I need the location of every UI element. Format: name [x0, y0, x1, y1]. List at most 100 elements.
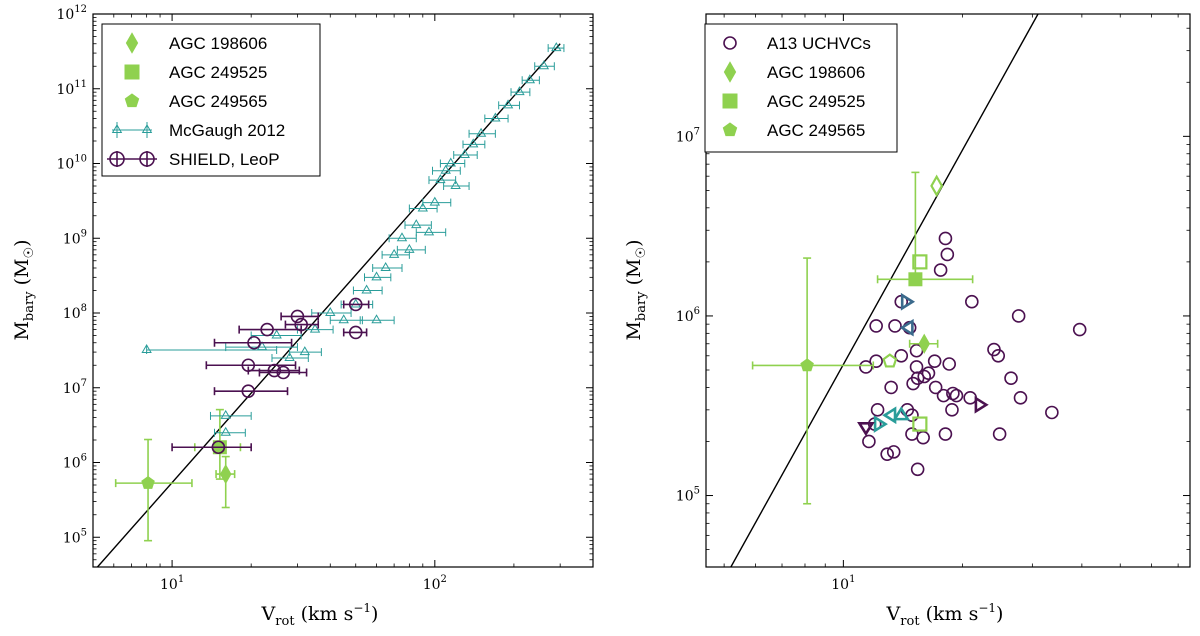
point-mcgaugh-2012-30	[502, 99, 514, 109]
right-x-axis-label: Vrot (km s−1)	[886, 601, 1004, 629]
point-a13-uchvcs-44	[1072, 322, 1087, 337]
y-tick-label: 107	[676, 126, 700, 145]
point-a13-uchvcs-6	[880, 447, 894, 461]
point-open-markers-green-3	[912, 416, 928, 432]
right-y-axis-label: Mbary (M☉)	[623, 239, 649, 340]
point-mcgaugh-2012-21	[429, 196, 441, 206]
series-mcgaugh-2012	[141, 42, 565, 437]
point-shield-leop-7	[290, 309, 305, 324]
right-legend-box	[704, 23, 898, 153]
legend-label: AGC 198606	[767, 63, 865, 82]
point-a13-uchvcs-28	[940, 247, 955, 262]
point-a13-uchvcs-29	[942, 357, 957, 371]
point-a13-uchvcs-3	[870, 403, 885, 417]
point-a13-uchvcs-26	[933, 263, 948, 277]
point-a13-uchvcs-34	[936, 388, 951, 403]
point-a13-uchvcs-7	[886, 445, 901, 459]
legend-label: AGC 249525	[767, 92, 865, 111]
y-tick-label: 109	[63, 228, 87, 247]
series-agc-249565	[114, 438, 193, 542]
legend-entry-shield-leop: SHIELD, LeoP	[107, 150, 280, 169]
point-mcgaugh-2012-28	[475, 127, 487, 137]
point-mcgaugh-2012-4	[271, 329, 282, 339]
legend-entry-a13-uchvcs: A13 UCHVCs	[723, 34, 871, 53]
series-shield-leop	[171, 297, 370, 455]
legend-entry-agc-249565: AGC 249565	[124, 92, 267, 111]
point-agc-198606-0	[918, 333, 931, 354]
point-mcgaugh-2012-11	[361, 284, 372, 294]
point-agc-249565-0	[800, 358, 814, 372]
series-open-triangles-dark	[857, 395, 989, 437]
point-a13-uchvcs-21	[910, 462, 925, 477]
plot-area	[96, 42, 565, 567]
y-tick-label: 107	[63, 378, 87, 397]
left-x-axis-label: Vrot (km s−1)	[261, 601, 379, 629]
point-a13-uchvcs-41	[1011, 309, 1026, 323]
point-mcgaugh-2012-20	[423, 226, 435, 236]
legend-entry-agc-249565: AGC 249565	[722, 121, 865, 140]
point-mcgaugh-2012-6	[299, 346, 311, 356]
point-mcgaugh-2012-29	[490, 112, 501, 122]
point-a13-uchvcs-24	[928, 380, 943, 395]
point-mcgaugh-2012-32	[524, 74, 536, 84]
point-a13-uchvcs-8	[884, 380, 898, 395]
point-open-triangles-2	[892, 406, 911, 421]
legend-label: A13 UCHVCs	[767, 34, 871, 53]
left-legend: AGC 198606 AGC 249525 AGC 249565 McGaugh 20…	[101, 23, 321, 177]
legend-entry-agc-198606: AGC 198606	[723, 61, 865, 83]
point-a13-uchvcs-23	[921, 366, 936, 380]
point-shield-leop-8	[294, 317, 308, 332]
point-mcgaugh-2012-31	[514, 86, 525, 96]
y-tick-label: 106	[676, 306, 700, 325]
series-open-triangles-blue	[899, 292, 916, 337]
y-tick-label: 1012	[56, 4, 87, 23]
legend-entry-agc-249525: AGC 249525	[124, 63, 267, 82]
legend-marker	[109, 151, 125, 167]
point-a13-uchvcs-27	[938, 231, 953, 246]
series-a13-uchvcs	[859, 231, 1087, 477]
point-open-triangles-dark-0	[857, 422, 875, 437]
left-plot-content	[96, 42, 565, 567]
left-y-axis-label: Mbary (M☉)	[11, 239, 37, 340]
point-mcgaugh-2012-2	[220, 426, 231, 436]
point-mcgaugh-2012-18	[411, 219, 422, 229]
point-mcgaugh-2012-22	[435, 174, 446, 184]
x-tick-label: 101	[160, 574, 184, 593]
point-shield-leop-1	[241, 384, 256, 398]
y-tick-label: 1011	[56, 79, 87, 98]
point-mcgaugh-2012-12	[371, 314, 382, 324]
point-a13-uchvcs-22	[916, 430, 930, 445]
point-a13-uchvcs-38	[991, 348, 1006, 363]
right-plot-frame	[705, 13, 1191, 568]
point-mcgaugh-2012-26	[459, 148, 470, 158]
point-mcgaugh-2012-33	[538, 60, 550, 70]
right-panel: 105 106 107 101 Vrot (km s−1) Mbary (M☉) A1…	[623, 13, 1191, 629]
legend-marker	[124, 93, 140, 108]
point-open-markers-green-1	[912, 254, 928, 270]
point-a13-uchvcs-32	[945, 403, 959, 417]
point-open-triangles-dark-1	[974, 395, 989, 414]
legend-marker	[722, 93, 738, 109]
series-agc-249565	[751, 257, 875, 505]
point-a13-uchvcs-20	[917, 369, 932, 384]
right-legend: A13 UCHVCs AGC 198606 AGC 249525 AGC 249565	[704, 23, 898, 153]
point-mcgaugh-2012-15	[388, 248, 400, 258]
point-mcgaugh-2012-14	[380, 262, 391, 271]
y-tick-label: 1010	[56, 154, 87, 173]
point-mcgaugh-2012-17	[404, 243, 415, 253]
legend-entry-mcgaugh-2012: McGaugh 2012	[111, 121, 285, 140]
point-shield-leop-6	[276, 365, 291, 380]
point-mcgaugh-2012-13	[371, 271, 382, 281]
legend-marker	[723, 36, 737, 50]
series-open-markers-green	[882, 174, 944, 432]
point-a13-uchvcs-43	[1045, 405, 1059, 420]
point-shield-leop-0	[211, 440, 226, 455]
legend-entry-agc-198606: AGC 198606	[125, 32, 267, 54]
legend-marker	[722, 122, 738, 137]
x-tick-label: 102	[423, 574, 447, 593]
point-shield-leop-4	[260, 322, 274, 337]
point-shield-leop-3	[247, 335, 261, 350]
point-mcgaugh-2012-0	[141, 343, 152, 353]
point-a13-uchvcs-42	[1013, 391, 1028, 405]
